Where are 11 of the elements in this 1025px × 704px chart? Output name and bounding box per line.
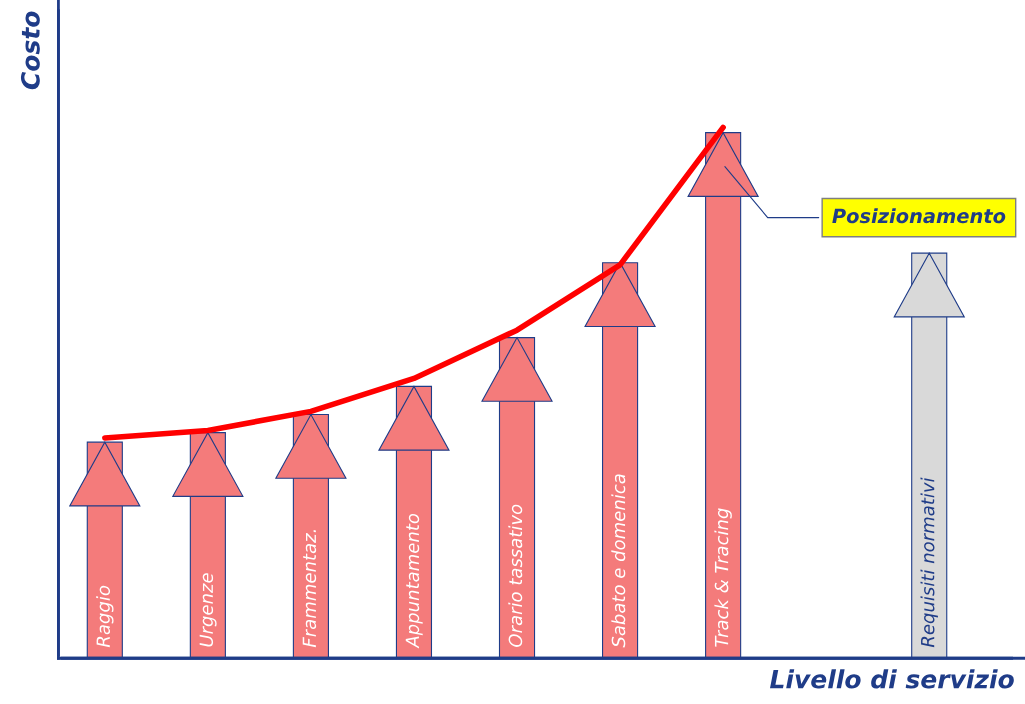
x-axis-title: Livello di servizio	[770, 669, 1014, 689]
annotation: Posizionamento	[832, 208, 1006, 224]
x-tick-label: Frammentaz.	[302, 530, 317, 648]
x-tick-label: Urgenze	[199, 573, 217, 647]
x-tick-label: Raggio	[96, 585, 114, 648]
y-axis-title: Costo	[20, 11, 40, 90]
x-tick-label: Appuntamento	[405, 513, 423, 649]
x-tick-label: Orario tassativo	[508, 504, 523, 647]
x-tick-label: Requisiti normativi	[920, 477, 938, 648]
x-tick-label: Sabato e domenica	[611, 474, 626, 648]
x-tick-label: Track & Tracing	[714, 508, 732, 647]
